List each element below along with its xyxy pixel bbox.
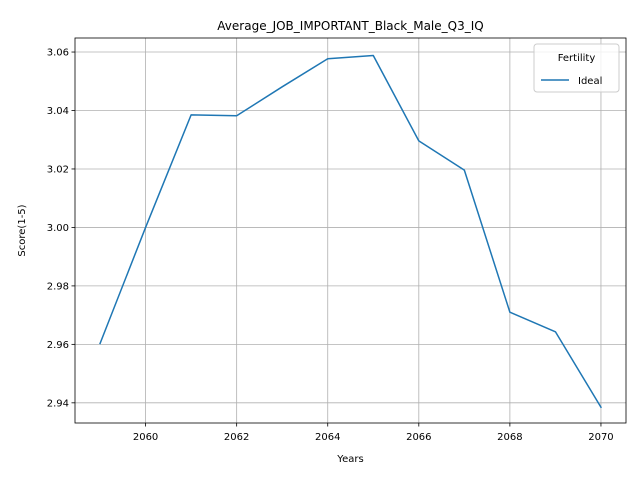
y-tick-label: 2.98 xyxy=(47,281,69,292)
x-tick-label: 2070 xyxy=(588,432,613,443)
legend-box xyxy=(534,44,619,92)
x-tick-label: 2062 xyxy=(224,432,249,443)
y-tick-label: 2.94 xyxy=(47,398,69,409)
y-tick-label: 3.02 xyxy=(47,164,69,175)
x-axis-label: Years xyxy=(336,454,363,465)
y-tick-label: 3.04 xyxy=(47,106,69,117)
y-tick-label: 3.06 xyxy=(47,48,69,59)
legend: Fertility Ideal xyxy=(534,44,619,92)
x-tick-label: 2064 xyxy=(315,432,340,443)
y-tick-label: 3.00 xyxy=(47,223,69,234)
x-tick-label: 2060 xyxy=(133,432,158,443)
y-tick-label: 2.96 xyxy=(47,340,69,351)
y-axis-label: Score(1-5) xyxy=(17,204,28,256)
legend-label-ideal: Ideal xyxy=(578,76,602,87)
chart-title: Average_JOB_IMPORTANT_Black_Male_Q3_IQ xyxy=(217,19,483,33)
x-tick-label: 2068 xyxy=(497,432,522,443)
legend-title: Fertility xyxy=(558,53,596,64)
x-tick-label: 2066 xyxy=(406,432,431,443)
